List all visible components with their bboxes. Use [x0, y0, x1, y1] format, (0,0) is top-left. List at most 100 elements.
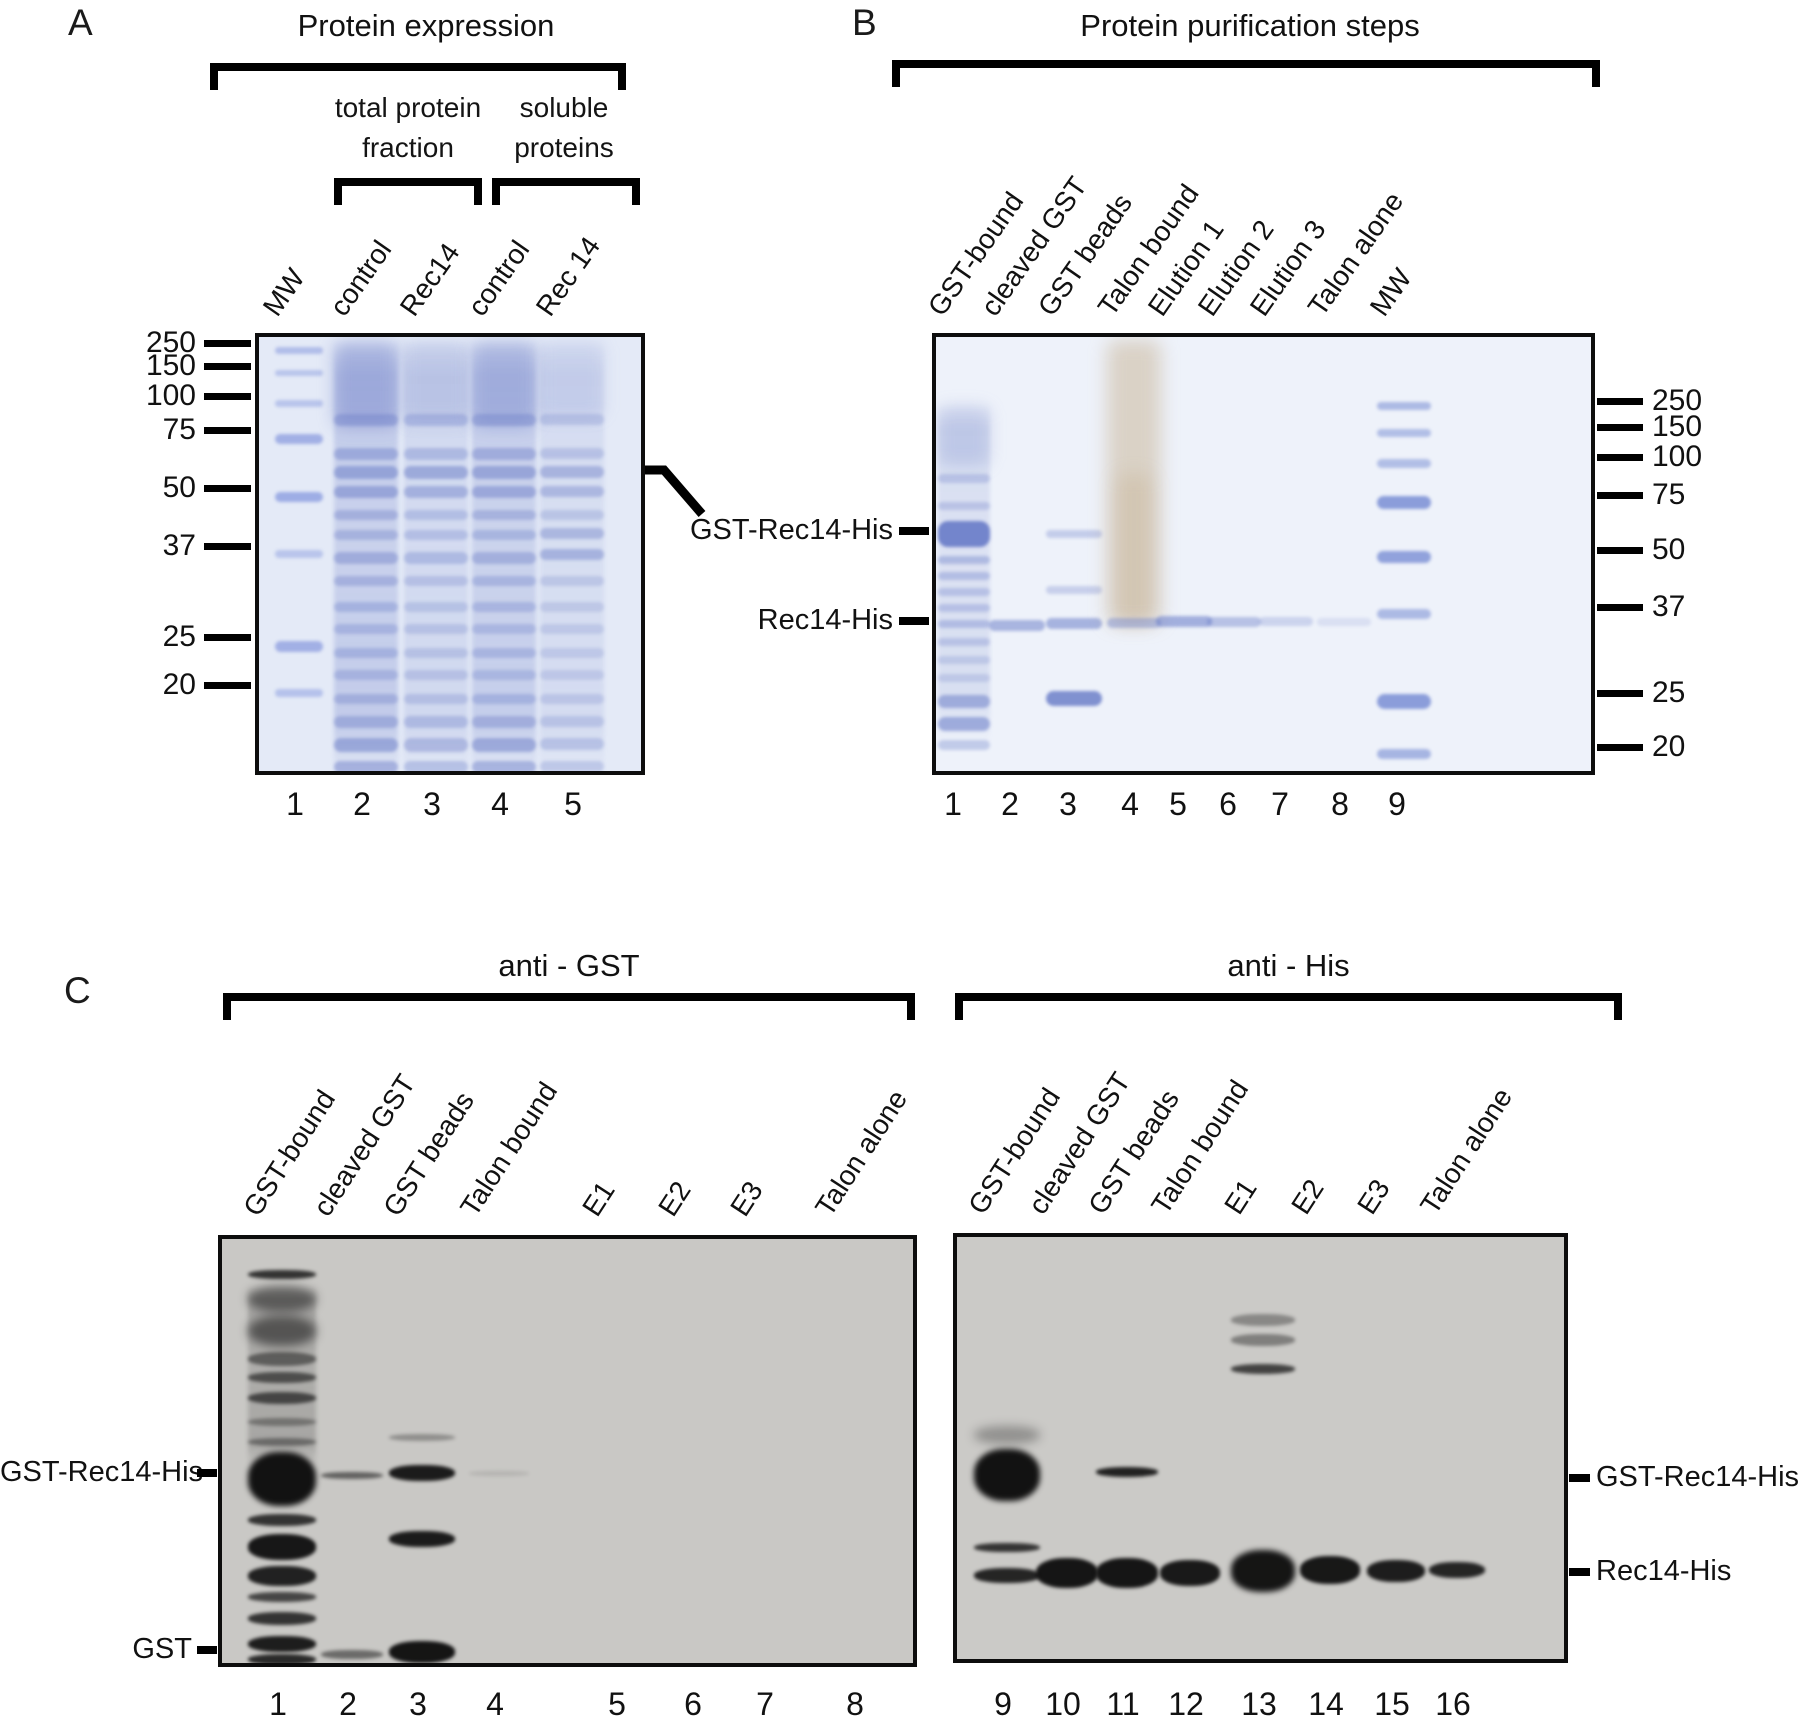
- gel-band: [1046, 618, 1102, 629]
- mw-marker-label: 75: [1652, 478, 1686, 511]
- gel-band: [389, 1434, 455, 1441]
- gel-band: [389, 1465, 455, 1481]
- lane-number: 8: [846, 1686, 864, 1722]
- mw-tick: [1597, 547, 1643, 554]
- mw-tick: [1597, 424, 1643, 431]
- gel-band: [472, 716, 536, 728]
- gel-band: [938, 556, 990, 564]
- annotation-tick: [899, 527, 929, 535]
- gel-band: [1259, 617, 1313, 626]
- gel-band: [472, 670, 536, 680]
- gel-band: [472, 576, 536, 586]
- gel-band: [1207, 617, 1261, 627]
- group-label-line: proteins: [514, 132, 614, 163]
- mw-tick: [204, 543, 251, 550]
- anti-his-bracket: [955, 993, 1622, 1025]
- gel-band: [540, 510, 604, 520]
- lane-label-text: E1: [576, 1175, 621, 1222]
- gel-band: [1107, 340, 1161, 625]
- annotation-rec14-his: Rec14-His: [757, 604, 893, 636]
- gel-band: [275, 370, 323, 376]
- lane-number: 4: [486, 1686, 504, 1722]
- lane-label-text: E1: [1218, 1173, 1263, 1220]
- lane-label-text: Talon alone: [809, 1084, 914, 1222]
- gel-band: [938, 717, 990, 731]
- lane-label-text: E2: [1285, 1173, 1330, 1220]
- gel-band: [974, 1449, 1040, 1501]
- gel-band: [938, 740, 990, 750]
- gel-band: [540, 549, 604, 560]
- gel-band: [938, 674, 990, 682]
- annotation-rec14-his: Rec14-His: [1596, 1555, 1732, 1587]
- lane-number: 2: [339, 1686, 357, 1722]
- gel-band: [404, 624, 468, 634]
- lane-number: 1: [269, 1686, 287, 1722]
- gel-band: [334, 486, 398, 498]
- gel-band: [334, 624, 398, 634]
- mw-marker-label: 50: [1652, 533, 1686, 566]
- gel-band: [540, 716, 604, 727]
- mw-marker-label: 37: [1652, 590, 1686, 623]
- mw-marker-label: 150: [145, 349, 196, 382]
- gel-band: [404, 738, 468, 752]
- gel-band: [334, 602, 398, 612]
- mw-marker-label: 37: [162, 529, 196, 562]
- gel-band: [248, 1372, 316, 1383]
- gel-band: [248, 1592, 316, 1602]
- gel-band: [248, 1566, 316, 1586]
- mw-marker-label: 250: [145, 326, 196, 359]
- mw-tick: [204, 340, 251, 347]
- mw-tick: [1597, 398, 1643, 405]
- panel-a-bracket: [210, 63, 626, 95]
- gel-band: [404, 448, 468, 460]
- gel-band: [1231, 1550, 1295, 1592]
- gel-band: [540, 486, 604, 497]
- gel-band: [472, 761, 536, 771]
- annotation-gst-rec14-his: GST-Rec14-His: [689, 514, 893, 546]
- mw-marker-label: 25: [1652, 676, 1686, 709]
- annotation-gst-rec14-his: GST-Rec14-His: [1596, 1461, 1800, 1493]
- gel-band: [1046, 586, 1102, 594]
- gel-band: [275, 492, 323, 502]
- lane-number: 16: [1435, 1686, 1471, 1722]
- panel-a-letter: A: [68, 2, 93, 43]
- panel-b-letter: B: [852, 2, 877, 43]
- lane-number: 11: [1106, 1686, 1140, 1722]
- lane-number: 9: [994, 1686, 1012, 1722]
- panel-b-bracket: [892, 60, 1600, 92]
- gel-band: [469, 1471, 529, 1476]
- gel-band: [938, 406, 990, 466]
- gel-band: [938, 638, 990, 646]
- gel-band: [248, 1514, 316, 1526]
- gel-band: [1156, 616, 1212, 627]
- gel-band: [472, 624, 536, 634]
- gel-band: [1377, 694, 1431, 709]
- lane-number: 2: [353, 786, 371, 822]
- anti-gst-title: anti - GST: [498, 948, 640, 983]
- lane-label-text: E3: [724, 1175, 769, 1222]
- gel-band: [974, 1568, 1040, 1583]
- mw-tick: [1597, 744, 1643, 751]
- lane-label-text: control: [323, 234, 398, 322]
- blot-anti-his: [953, 1233, 1568, 1663]
- gel-band: [389, 1531, 455, 1547]
- mw-marker-label: 100: [145, 379, 196, 412]
- gel-band: [404, 670, 468, 680]
- gel-band: [275, 400, 323, 407]
- mw-marker-label: 50: [162, 471, 196, 504]
- gel-band: [275, 347, 323, 354]
- gel-band: [472, 486, 536, 498]
- gel-band: [404, 552, 468, 564]
- gel-band: [540, 670, 604, 680]
- group-label-line: soluble: [519, 92, 609, 123]
- gel-band: [1377, 609, 1431, 619]
- mw-tick: [204, 682, 251, 689]
- gel-band: [1116, 474, 1152, 624]
- lane-label-text: E2: [652, 1175, 697, 1222]
- lane-number: 2: [1001, 786, 1019, 822]
- lane-label-text: MW: [256, 262, 311, 322]
- lane-number: 6: [684, 1686, 702, 1722]
- lane-label-text: Rec14: [393, 237, 466, 322]
- gel-band: [404, 761, 468, 771]
